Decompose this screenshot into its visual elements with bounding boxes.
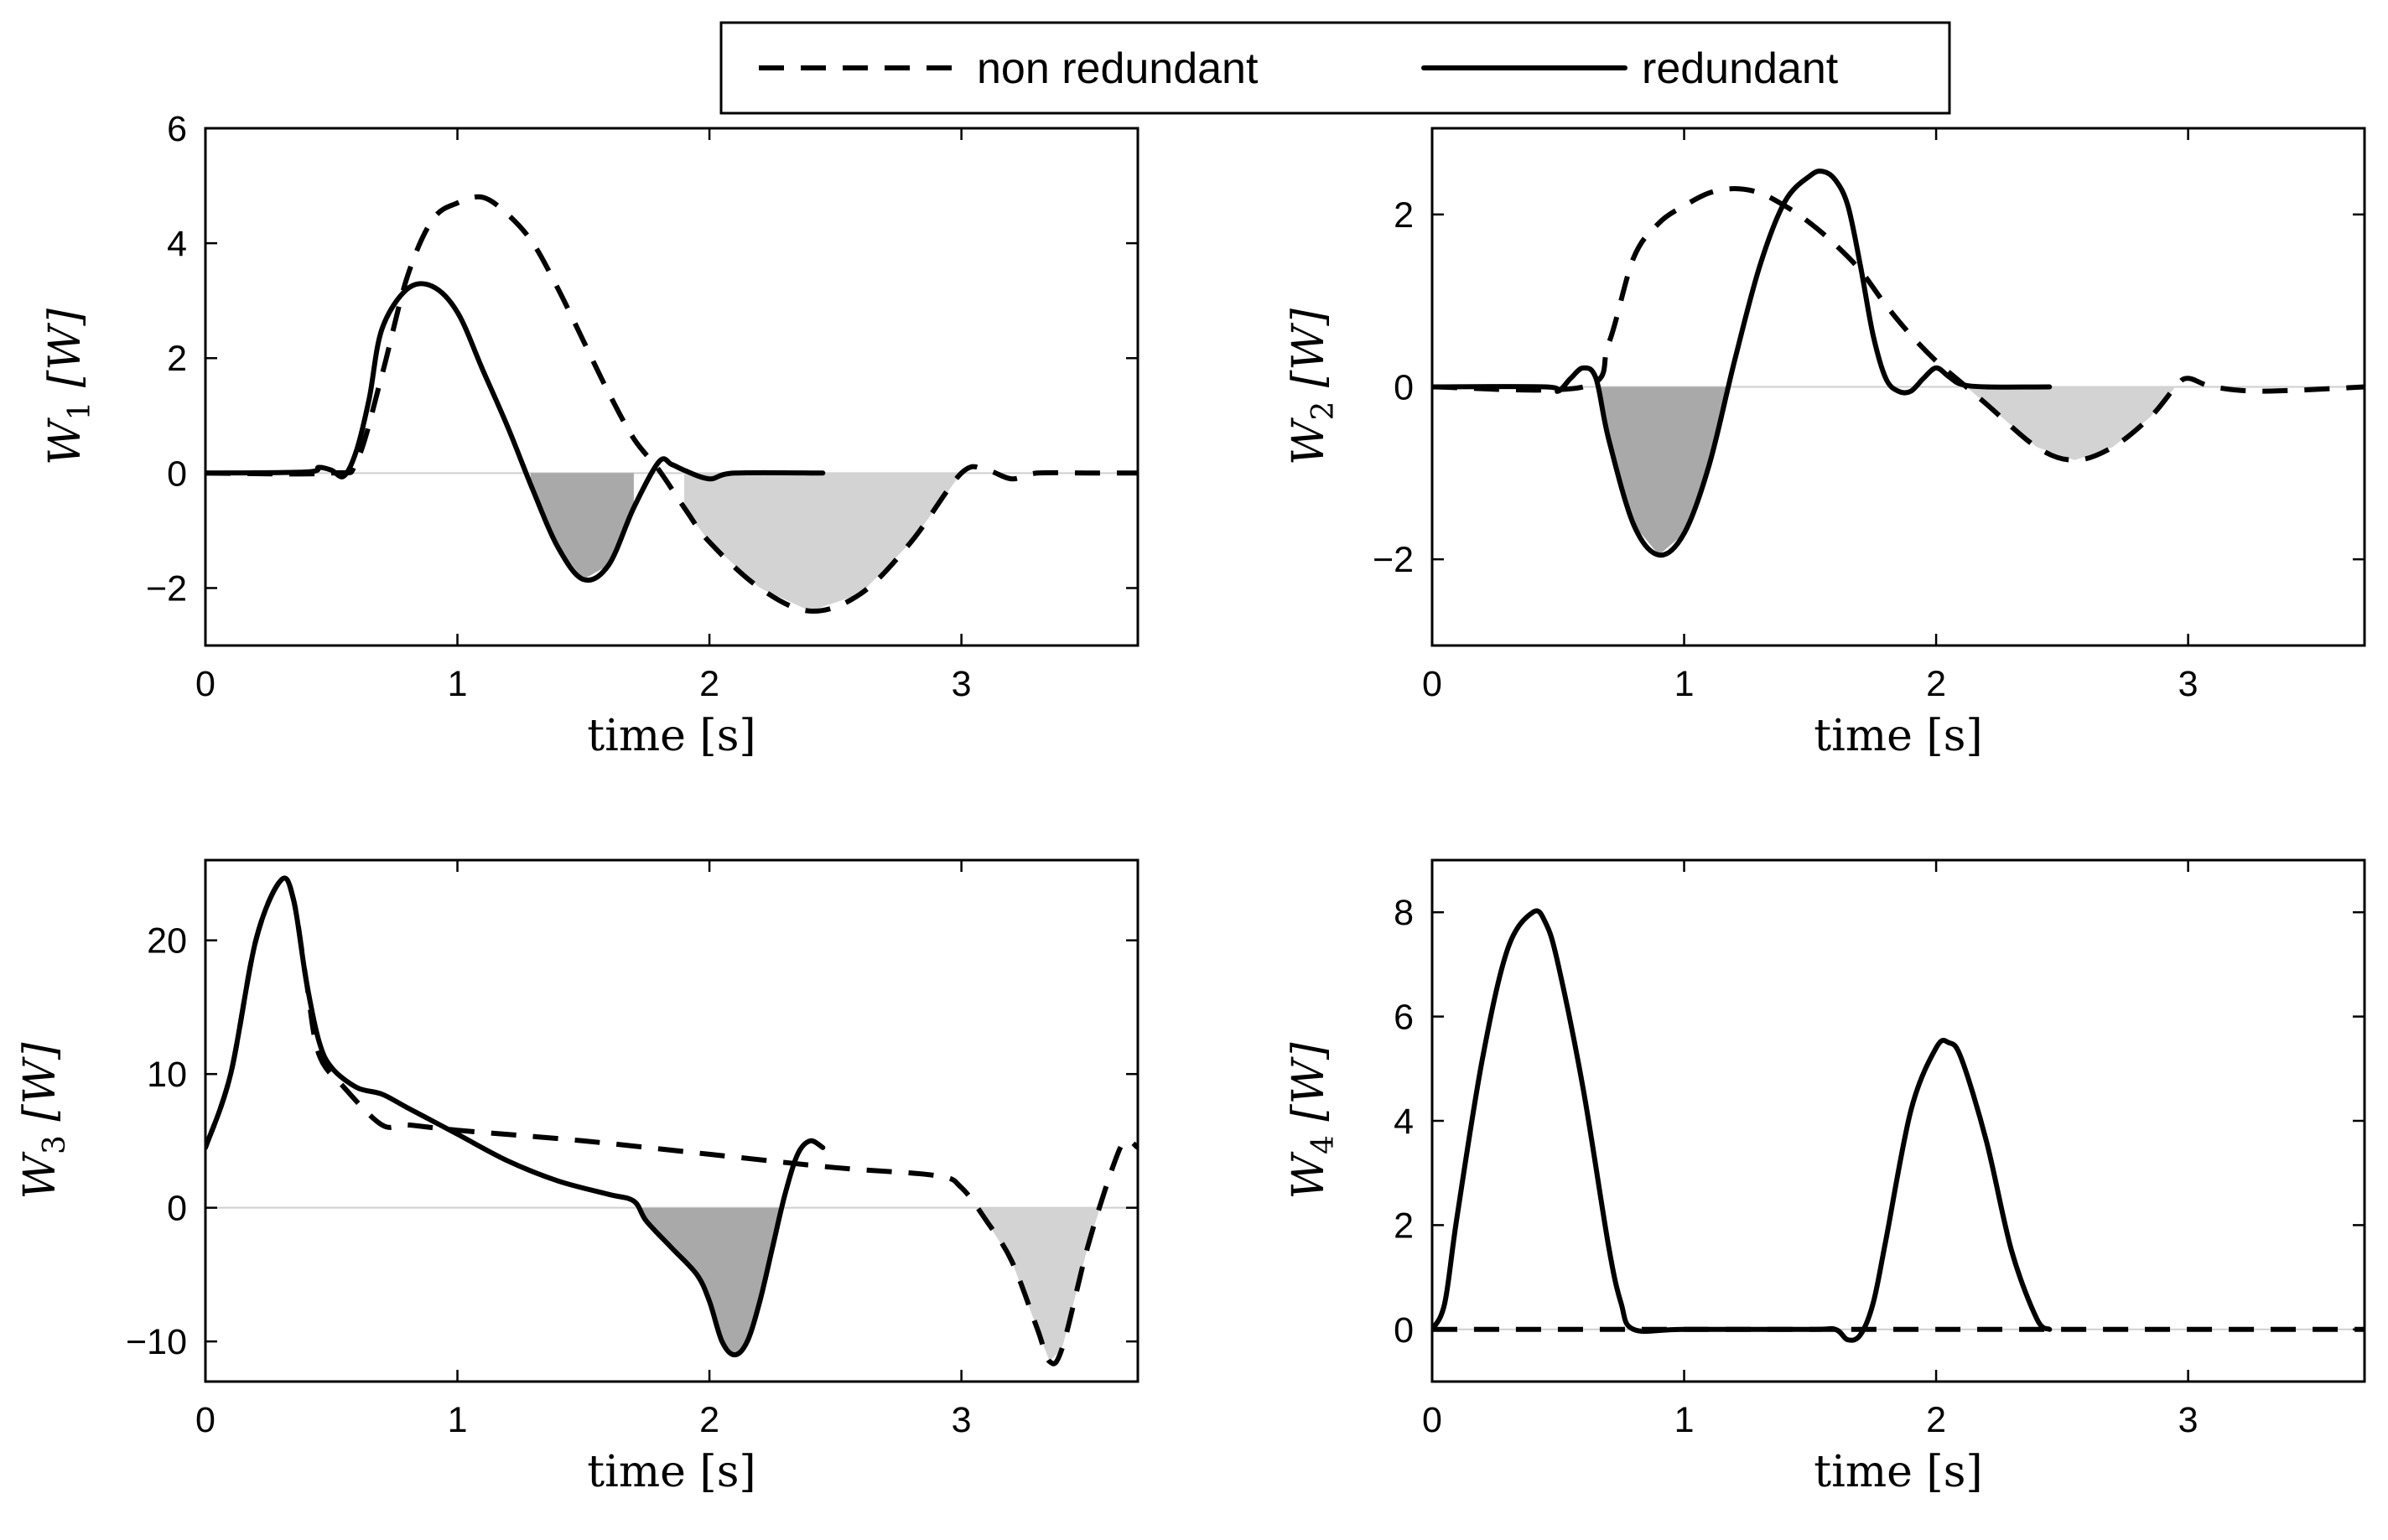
legend-box bbox=[719, 21, 1951, 115]
y-tick-label: −10 bbox=[126, 1322, 187, 1362]
x-tick-label: 2 bbox=[1926, 664, 1946, 704]
axes-frame bbox=[204, 858, 1139, 1383]
legend: non redundant redundant bbox=[719, 21, 1951, 115]
x-tick-label: 0 bbox=[195, 1400, 215, 1440]
x-tick-label: 0 bbox=[1422, 1400, 1442, 1440]
y-tick-label: 10 bbox=[147, 1055, 187, 1095]
chart-panel-w2: 0 1 2 3 −2 0 2 time [s] W2 [W] bbox=[1284, 127, 2366, 761]
y-tick-label: 0 bbox=[167, 1189, 187, 1229]
x-tick-label: 0 bbox=[195, 664, 215, 704]
y-tick-label: 0 bbox=[1394, 368, 1414, 408]
x-tick-label: 1 bbox=[1674, 664, 1695, 704]
y-axis-label: W3 [W] bbox=[15, 1042, 72, 1200]
y-tick-label: 0 bbox=[167, 454, 187, 494]
y-tick-label: 2 bbox=[1394, 1206, 1414, 1246]
y-axis-label: W4 [W] bbox=[1284, 1042, 1341, 1200]
redundant-line bbox=[205, 281, 826, 583]
x-tick-label: 2 bbox=[699, 1400, 719, 1440]
x-axis-label: time [s] bbox=[587, 711, 755, 761]
y-tick-label: 6 bbox=[1394, 998, 1414, 1038]
redundant-negative-area bbox=[638, 1207, 783, 1356]
non-redundant-negative-area bbox=[976, 1207, 1100, 1361]
y-tick-label: −2 bbox=[146, 568, 187, 609]
x-tick-label: 2 bbox=[699, 664, 719, 704]
redundant-line bbox=[205, 875, 826, 1358]
redundant-negative-area bbox=[530, 473, 634, 579]
y-tick-label: 0 bbox=[1394, 1310, 1414, 1351]
x-tick-label: 3 bbox=[2178, 1400, 2199, 1440]
chart-panel-w4: 0 1 2 3 0 2 4 6 8 time [s] W4 [W] bbox=[1284, 858, 2366, 1497]
x-tick-label: 1 bbox=[448, 664, 468, 704]
x-axis-label: time [s] bbox=[1814, 1447, 1982, 1497]
y-tick-label: 6 bbox=[167, 109, 187, 149]
y-tick-label: 4 bbox=[167, 224, 187, 264]
x-tick-label: 1 bbox=[448, 1400, 468, 1440]
x-tick-label: 1 bbox=[1674, 1400, 1695, 1440]
x-tick-label: 3 bbox=[952, 1400, 972, 1440]
chart-panel-w1: 0 1 2 3 −2 0 2 4 6 time [s] W1 [W] bbox=[40, 109, 1139, 761]
axes-frame bbox=[204, 127, 1139, 647]
x-axis-label: time [s] bbox=[587, 1447, 755, 1497]
y-tick-label: 20 bbox=[147, 921, 187, 962]
y-axis-label: W1 [W] bbox=[40, 308, 97, 465]
y-tick-label: 8 bbox=[1394, 893, 1414, 933]
x-axis-label: time [s] bbox=[1814, 711, 1982, 761]
y-tick-label: 4 bbox=[1394, 1102, 1414, 1142]
x-tick-label: 3 bbox=[2178, 664, 2199, 704]
non-redundant-negative-area bbox=[1966, 386, 2176, 460]
x-tick-label: 3 bbox=[952, 664, 972, 704]
non-redundant-line bbox=[205, 194, 1138, 614]
redundant-line bbox=[1432, 908, 2053, 1343]
redundant-line bbox=[1432, 169, 2053, 558]
x-tick-label: 2 bbox=[1926, 1400, 1946, 1440]
legend-redundant-label: redundant bbox=[1642, 44, 1839, 93]
legend-non-redundant-label: non redundant bbox=[977, 44, 1259, 93]
x-tick-label: 0 bbox=[1422, 664, 1442, 704]
y-axis-label: W2 [W] bbox=[1284, 308, 1341, 465]
non-redundant-negative-area bbox=[684, 473, 962, 611]
y-tick-label: 2 bbox=[167, 339, 187, 379]
y-tick-label: −2 bbox=[1373, 540, 1414, 580]
non-redundant-line bbox=[1432, 186, 2365, 463]
y-tick-label: 2 bbox=[1394, 195, 1414, 236]
